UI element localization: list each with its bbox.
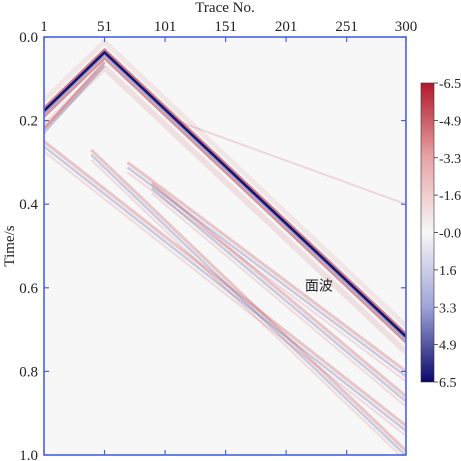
plot-area bbox=[44, 37, 406, 455]
y-tick-label: 0.4 bbox=[19, 197, 38, 213]
y-tick-label: 0.6 bbox=[19, 281, 38, 297]
direct-wave-lobe bbox=[44, 57, 406, 344]
surface-wave-annotation: 面波 bbox=[305, 279, 333, 295]
direct-wave-halo bbox=[44, 64, 406, 355]
reflection-event bbox=[126, 171, 406, 383]
reflection-event bbox=[126, 166, 406, 378]
direct-wave-trough bbox=[44, 51, 406, 338]
reflection-event bbox=[150, 187, 406, 403]
colorbar-tick-label: 4.9 bbox=[439, 339, 457, 354]
faint-arrival bbox=[44, 65, 106, 134]
reflection-event bbox=[44, 140, 406, 427]
x-tick-label: 151 bbox=[214, 19, 237, 35]
colorbar-tick-label: 6.5 bbox=[439, 376, 457, 391]
colorbar-tick-label: -1.6 bbox=[439, 189, 461, 204]
plot-frame bbox=[43, 36, 407, 456]
x-axis: 1 51 101 151 201 251 300 bbox=[40, 19, 417, 455]
colorbar-tick-label: -4.9 bbox=[439, 114, 461, 129]
reflection-event bbox=[151, 192, 406, 408]
colorbar-tick-label: 3.3 bbox=[439, 301, 457, 316]
y-tick-label: 0.2 bbox=[19, 114, 38, 130]
reflection-event bbox=[150, 182, 406, 398]
x-tick-label: 201 bbox=[275, 19, 298, 35]
colorbar-tick-label: -0.0 bbox=[439, 227, 461, 242]
colorbar-tick-label: -6.5 bbox=[439, 77, 461, 92]
x-tick-label: 51 bbox=[97, 19, 112, 35]
direct-wave-trough bbox=[44, 54, 406, 341]
reflection-event bbox=[90, 148, 406, 452]
y-axis: 0.0 0.2 0.4 0.6 0.8 1.0 bbox=[19, 30, 406, 461]
faint-event bbox=[175, 119, 406, 206]
reflection-event bbox=[44, 145, 406, 432]
y-tick-label: 0.0 bbox=[19, 30, 38, 46]
x-axis-title: Trace No. bbox=[195, 0, 254, 16]
y-axis-title: Time/s bbox=[2, 225, 18, 266]
reflection-event bbox=[44, 150, 406, 437]
x-tick-label: 101 bbox=[154, 19, 177, 35]
colorbar-tick-label: 1.6 bbox=[439, 264, 457, 279]
colorbar bbox=[420, 82, 435, 383]
y-tick-label: 0.8 bbox=[19, 364, 38, 380]
colorbar-ticks: -6.5 -4.9 -3.3 -1.6 -0.0 1.6 3.3 4.9 6.5 bbox=[434, 77, 461, 391]
faint-arrival bbox=[44, 61, 106, 130]
direct-wave-lobe bbox=[44, 48, 406, 335]
x-tick-label: 300 bbox=[395, 19, 418, 35]
reflection-event bbox=[126, 161, 406, 373]
x-tick-label: 1 bbox=[40, 19, 48, 35]
x-tick-label: 251 bbox=[335, 19, 358, 35]
wavefield bbox=[44, 39, 406, 455]
reflection-event bbox=[90, 153, 406, 455]
reflection-event bbox=[90, 159, 402, 455]
colorbar-tick-label: -3.3 bbox=[439, 152, 461, 167]
y-tick-label: 1.0 bbox=[19, 448, 38, 461]
